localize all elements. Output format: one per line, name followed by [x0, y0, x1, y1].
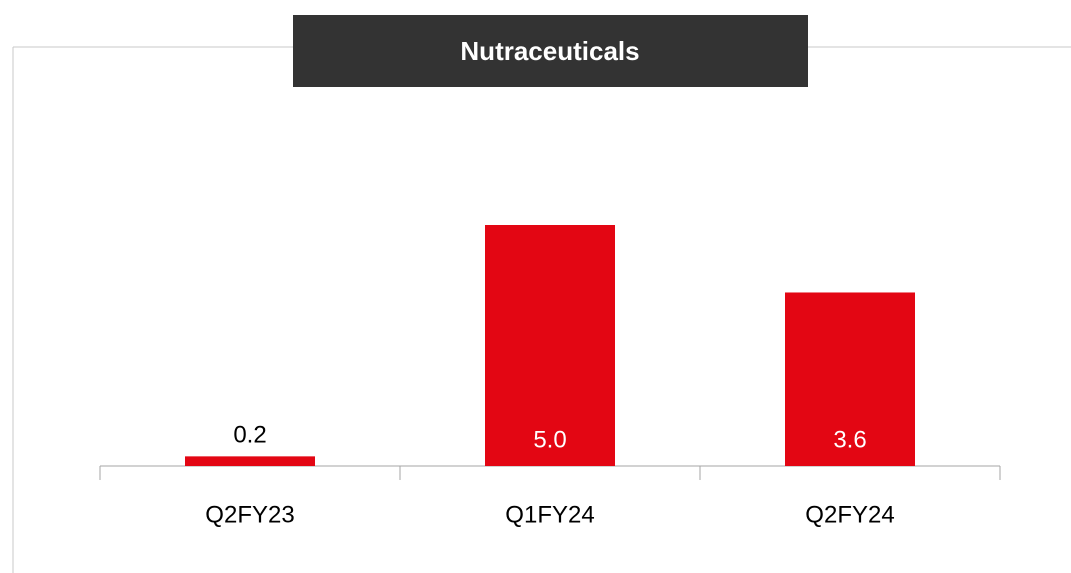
x-tick-label: Q1FY24	[505, 501, 594, 528]
data-label: 0.2	[233, 422, 266, 449]
bar	[485, 225, 615, 466]
chart-title: Nutraceuticals	[460, 36, 639, 66]
x-tick-label: Q2FY23	[205, 501, 294, 528]
bar	[785, 292, 915, 466]
bar	[185, 456, 315, 466]
title-box	[293, 15, 808, 87]
x-tick-label: Q2FY24	[805, 501, 894, 528]
data-label: 5.0	[533, 426, 566, 453]
data-label: 3.6	[833, 426, 866, 453]
